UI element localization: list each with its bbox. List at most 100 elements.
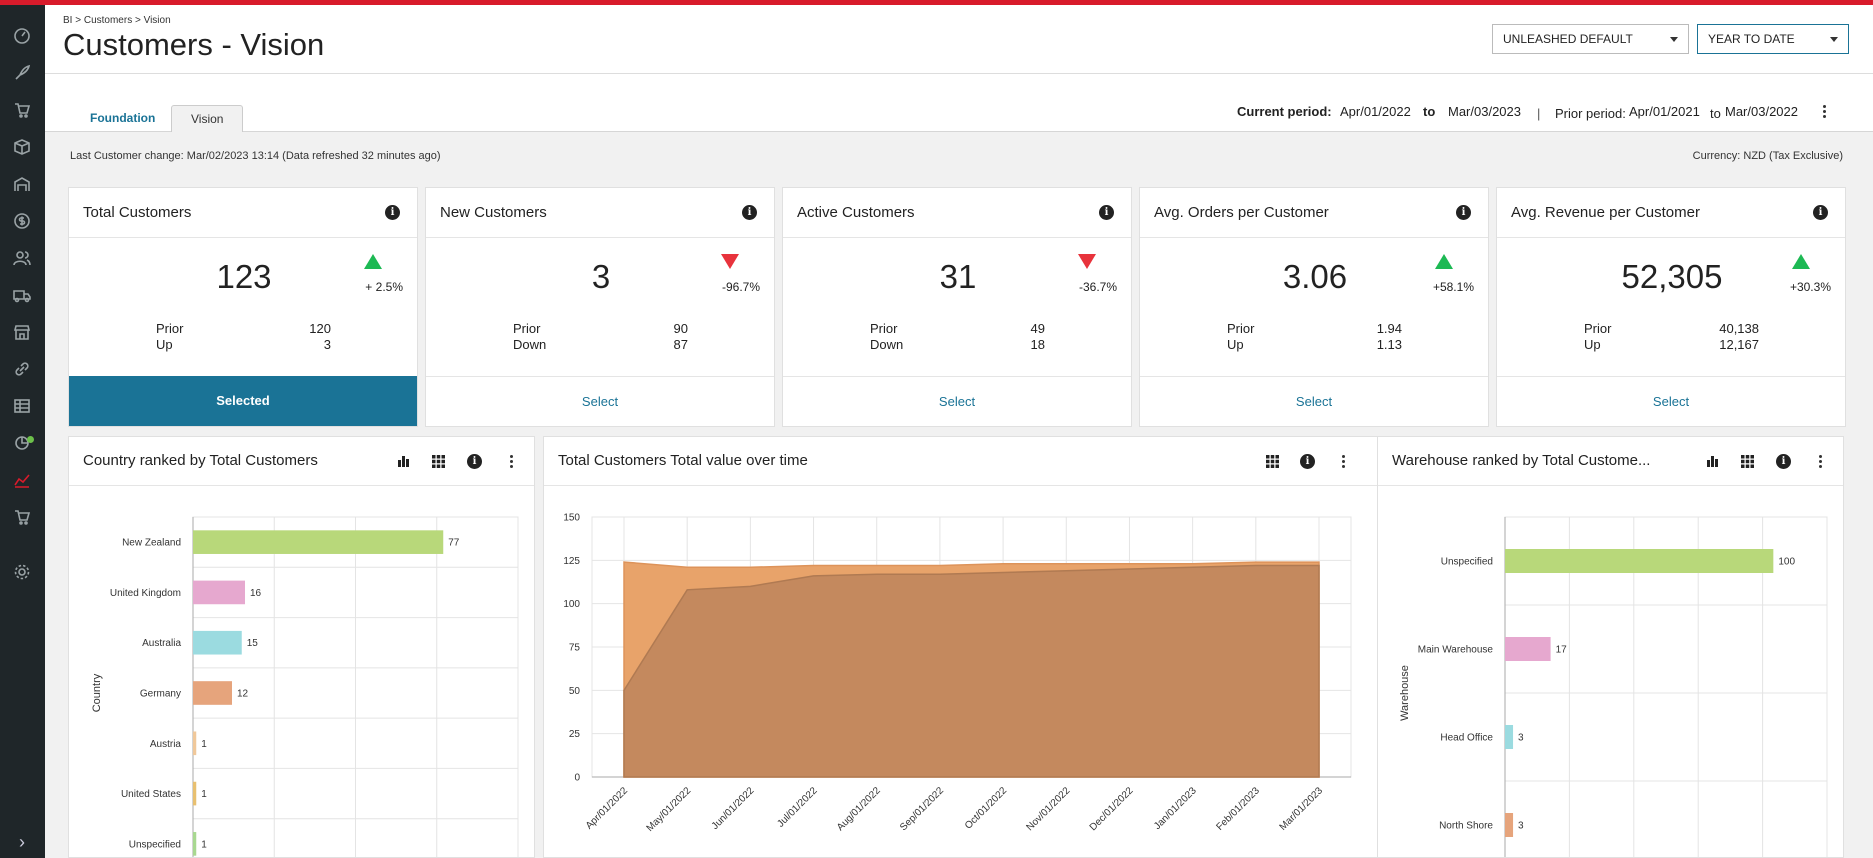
cart-icon[interactable]	[11, 99, 33, 121]
x-tick-label: May/01/2022	[645, 785, 694, 834]
store-icon[interactable]	[11, 321, 33, 343]
x-tick-label: Apr/01/2022	[584, 785, 631, 832]
trend-icon[interactable]	[11, 469, 33, 491]
kpi-delta-value: 1.13	[1376, 337, 1402, 352]
page-title: Customers - Vision	[63, 27, 325, 62]
prior-period-label: Prior period:	[1555, 106, 1626, 121]
info-icon[interactable]: i	[1099, 205, 1114, 220]
data-label: 1	[201, 789, 207, 800]
kpi-card: Avg. Orders per Customer i 3.06 +58.1% Prior…	[1139, 187, 1489, 427]
y-tick-label: 50	[569, 686, 581, 697]
bar	[1505, 725, 1514, 749]
page-header: BI > Customers > Vision Customers - Visi…	[45, 5, 1873, 74]
kpi-prior-label: Prior	[156, 321, 184, 336]
breadcrumb: BI > Customers > Vision	[63, 15, 171, 26]
category-label: Austria	[150, 739, 182, 750]
kpi-card: Active Customers i 31 -36.7% Prior Down 49 18 Se…	[782, 187, 1132, 427]
y-tick-label: 100	[563, 599, 580, 610]
info-icon[interactable]: i	[742, 205, 757, 220]
category-label: Unspecified	[129, 839, 181, 850]
tab-foundation[interactable]: Foundation	[90, 111, 156, 125]
area-series	[623, 564, 1320, 778]
kpi-value: 3.06	[1282, 258, 1348, 295]
kpi-card: New Customers i 3 -96.7% Prior Down 90 87 Select	[425, 187, 775, 427]
info-icon[interactable]: i	[385, 205, 400, 220]
bar-chart-icon[interactable]	[396, 454, 411, 469]
box-icon[interactable]	[11, 136, 33, 158]
x-tick-label: Jan/01/2023	[1152, 785, 1199, 832]
kpi-card: Total Customers i 123 + 2.5% Prior Up 120 3 Sele…	[68, 187, 418, 427]
trend-up-icon	[364, 254, 382, 269]
kpi-delta-value: 12,167	[1719, 337, 1759, 352]
rocket-icon[interactable]	[11, 62, 33, 84]
dollar-icon[interactable]	[11, 210, 33, 232]
settings-icon[interactable]	[11, 561, 33, 583]
y-tick-label: 25	[569, 729, 581, 740]
country-chart-title: Country ranked by Total Customers	[83, 452, 318, 469]
kpi-select-button[interactable]: Select	[783, 376, 1131, 426]
kpi-change: -96.7%	[721, 280, 760, 294]
category-label: Head Office	[1440, 733, 1493, 744]
truck-icon[interactable]	[11, 284, 33, 306]
analytics-icon[interactable]	[11, 432, 33, 454]
kpi-title: Avg. Orders per Customer	[1154, 204, 1329, 221]
currency-text: Currency: NZD (Tax Exclusive)	[1692, 150, 1843, 162]
group-select[interactable]: UNLEASHED DEFAULT	[1492, 24, 1689, 54]
users-icon[interactable]	[11, 247, 33, 269]
grid-icon[interactable]	[431, 454, 446, 469]
grid-icon[interactable]	[1740, 454, 1755, 469]
kpi-delta-value: 3	[323, 337, 331, 352]
bar	[193, 580, 245, 605]
category-label: North Shore	[1439, 821, 1493, 832]
more-options-icon[interactable]	[1816, 102, 1832, 120]
kpi-change: -36.7%	[1078, 280, 1117, 294]
info-icon[interactable]: i	[1813, 205, 1828, 220]
range-select[interactable]: YEAR TO DATE	[1697, 24, 1849, 54]
link-icon[interactable]	[11, 358, 33, 380]
category-label: Main Warehouse	[1418, 645, 1494, 656]
kpi-title: Avg. Revenue per Customer	[1511, 204, 1700, 221]
prior-period-to-label: to	[1710, 106, 1721, 121]
x-tick-label: Jul/01/2022	[775, 785, 820, 830]
last-change-text: Last Customer change: Mar/02/2023 13:14 …	[70, 150, 441, 162]
data-label: 17	[1556, 645, 1568, 656]
warehouse-icon[interactable]	[11, 173, 33, 195]
trend-down-icon	[1078, 254, 1096, 269]
data-label: 12	[237, 689, 249, 700]
tab-vision[interactable]: Vision	[171, 105, 244, 132]
bar-chart-icon[interactable]	[1705, 454, 1720, 469]
y-axis-title: Warehouse	[1399, 665, 1411, 721]
data-label: 16	[250, 588, 262, 599]
data-label: 77	[448, 538, 460, 549]
y-axis-title: Country	[91, 673, 103, 712]
kpi-change: +30.3%	[1789, 280, 1831, 294]
kpi-select-button[interactable]: Select	[1140, 376, 1488, 426]
more-options-icon[interactable]	[1335, 452, 1351, 470]
category-label: United Kingdom	[110, 588, 181, 599]
dashboard-icon[interactable]	[11, 25, 33, 47]
kpi-delta-label: Down	[513, 337, 547, 352]
shopping-cart-icon[interactable]	[11, 506, 33, 528]
kpi-prior-value: 1.94	[1376, 321, 1402, 336]
more-options-icon[interactable]	[1812, 452, 1828, 470]
range-select-value: YEAR TO DATE	[1708, 32, 1795, 46]
kpi-select-button[interactable]: Select	[426, 376, 774, 426]
bar	[193, 630, 242, 655]
table-icon[interactable]	[11, 395, 33, 417]
info-icon[interactable]: i	[1456, 205, 1471, 220]
kpi-title: New Customers	[440, 204, 547, 221]
kpi-change: +58.1%	[1432, 280, 1474, 294]
info-icon[interactable]: i	[467, 454, 482, 469]
info-icon[interactable]: i	[1776, 454, 1791, 469]
kpi-delta-label: Up	[1584, 337, 1601, 352]
info-icon[interactable]: i	[1300, 454, 1315, 469]
kpi-select-button[interactable]: Select	[1497, 376, 1845, 426]
category-label: Germany	[140, 689, 181, 700]
grid-icon[interactable]	[1265, 454, 1280, 469]
expand-sidebar-icon[interactable]: ›	[19, 832, 25, 852]
more-options-icon[interactable]	[503, 452, 519, 470]
kpi-select-button[interactable]: Selected	[69, 376, 417, 426]
bar	[193, 530, 444, 554]
bar	[193, 832, 197, 856]
group-select-value: UNLEASHED DEFAULT	[1503, 32, 1633, 46]
